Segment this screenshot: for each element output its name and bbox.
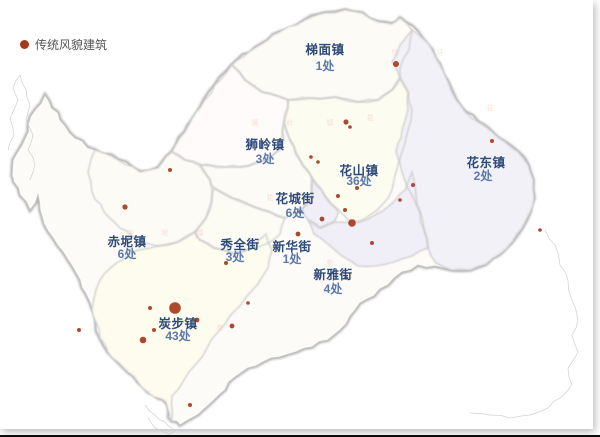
svg-text:梯面镇: 梯面镇 [305,42,344,57]
svg-text:狮: 狮 [252,119,259,127]
svg-text:狮岭镇: 狮岭镇 [244,137,284,152]
svg-text:1处: 1处 [283,251,303,266]
svg-text:新雅街: 新雅街 [313,267,352,282]
svg-text:花: 花 [267,193,274,202]
svg-text:岭: 岭 [287,118,294,127]
svg-text:坭: 坭 [162,229,169,237]
svg-text:43处: 43处 [165,328,191,343]
svg-text:镇: 镇 [327,118,334,127]
svg-text:圩: 圩 [437,49,444,57]
svg-text:新: 新 [327,258,334,267]
svg-text:花城街: 花城街 [275,191,314,206]
svg-text:6处: 6处 [118,246,138,261]
svg-text:花: 花 [487,103,494,112]
svg-text:镇: 镇 [392,48,399,57]
svg-text:镇: 镇 [197,228,204,237]
svg-text:炭: 炭 [217,324,224,332]
svg-text:3处: 3处 [256,151,276,166]
svg-text:花东镇: 花东镇 [466,155,505,170]
svg-text:6处: 6处 [286,205,306,220]
svg-text:4处: 4处 [324,281,344,296]
svg-text:1处: 1处 [316,58,336,73]
svg-text:36处: 36处 [346,173,372,188]
svg-text:2处: 2处 [474,168,494,183]
svg-text:3处: 3处 [226,249,246,264]
svg-text:花: 花 [367,113,374,122]
